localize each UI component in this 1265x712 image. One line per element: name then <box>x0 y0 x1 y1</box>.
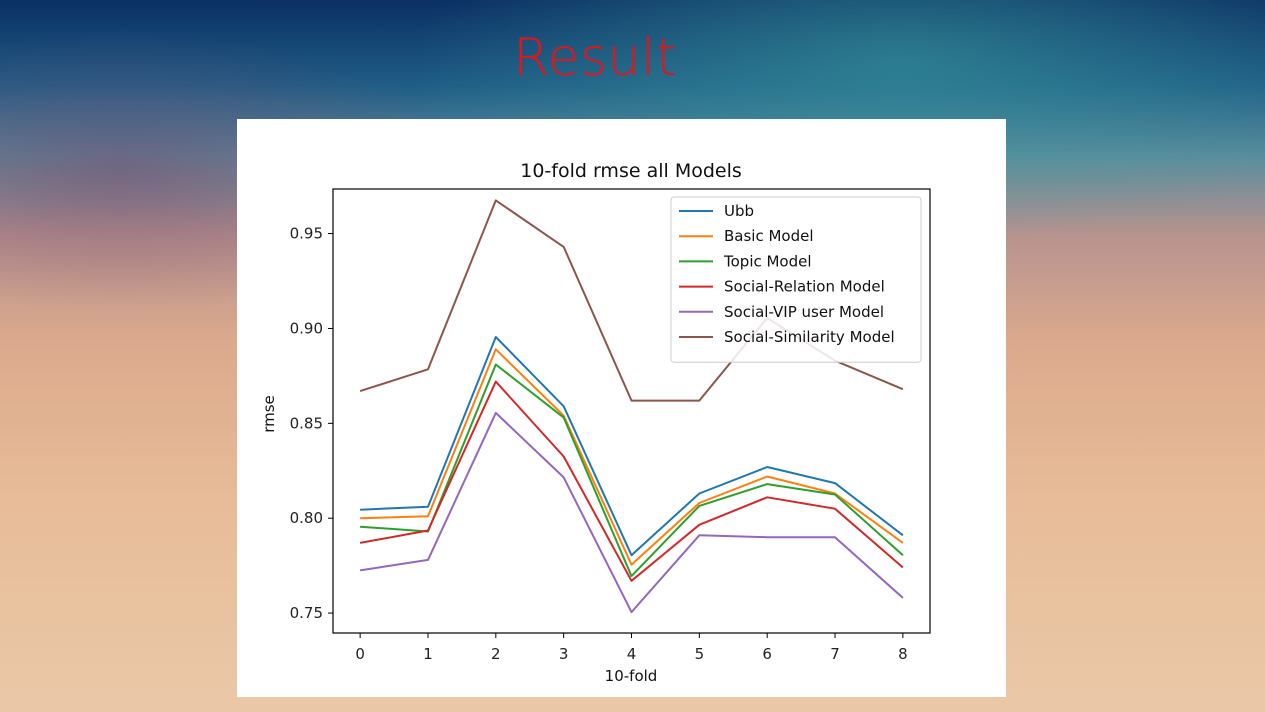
legend-label: Basic Model <box>724 227 814 245</box>
legend-box <box>670 196 922 363</box>
chart-title: 10-fold rmse all Models <box>520 160 742 182</box>
x-tick-label: 6 <box>762 645 772 663</box>
series-line-2 <box>360 363 904 578</box>
x-tick-label: 5 <box>695 645 705 663</box>
y-tick-label: 0.75 <box>290 604 323 622</box>
x-tick-label: 4 <box>627 645 637 663</box>
series-layer <box>359 199 904 614</box>
x-tick-label: 2 <box>491 645 501 663</box>
y-tick-label: 0.95 <box>290 225 323 243</box>
series-line-0 <box>360 336 904 557</box>
x-axis-label: 10-fold <box>605 667 658 685</box>
x-tick-label: 7 <box>830 645 840 663</box>
y-tick-label: 0.90 <box>290 319 323 337</box>
series-line-3 <box>359 380 904 582</box>
slide-title: Result <box>513 28 677 88</box>
legend-label: Social-Similarity Model <box>724 328 895 346</box>
legend-label: Topic Model <box>723 252 812 270</box>
legend-label: Social-VIP user Model <box>724 303 884 321</box>
series-line-4 <box>359 411 904 614</box>
chart-panel: 10-fold rmse all Models 10-fold rmse 0 1 2… <box>237 119 1006 697</box>
x-tick-label: 8 <box>898 645 908 663</box>
x-tick-label: 3 <box>559 645 569 663</box>
x-tick-label: 1 <box>423 645 433 663</box>
legend: Ubb Basic Model Topic Model Social-Relation… <box>670 196 922 363</box>
y-tick-label: 0.80 <box>290 509 323 527</box>
y-tick-label: 0.85 <box>290 414 323 432</box>
x-tick-label: 0 <box>355 645 365 663</box>
legend-label: Ubb <box>724 202 754 220</box>
axes-layer: 0 1 2 3 4 5 6 7 8 0.75 0.80 0.85 0.90 0.95 <box>290 188 931 663</box>
legend-label: Social-Relation Model <box>724 278 885 296</box>
line-chart: 10-fold rmse all Models 10-fold rmse 0 1 2… <box>260 160 931 685</box>
y-axis-label: rmse <box>260 395 278 433</box>
series-line-1 <box>360 348 904 566</box>
